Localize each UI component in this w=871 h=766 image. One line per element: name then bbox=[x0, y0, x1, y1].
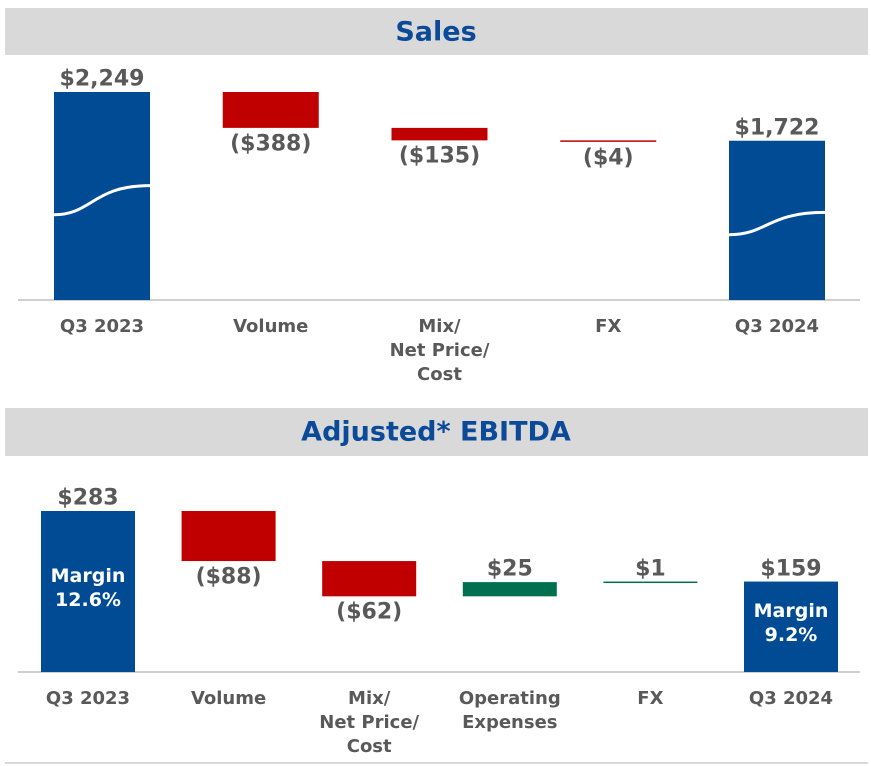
value-label: ($62) bbox=[336, 599, 403, 625]
x-tick-label: Volume bbox=[190, 688, 267, 709]
bar-annotation: Margin 12.6% bbox=[50, 564, 126, 611]
value-label: $2,249 bbox=[59, 66, 145, 92]
value-label: $159 bbox=[760, 556, 822, 582]
chart-title: Sales bbox=[395, 16, 477, 47]
bar-annotation: Margin 9.2% bbox=[753, 599, 829, 646]
value-label: ($388) bbox=[230, 131, 312, 157]
bar bbox=[181, 511, 276, 562]
value-label: ($88) bbox=[195, 564, 262, 590]
x-tick-label: FX bbox=[595, 316, 622, 337]
bar bbox=[41, 511, 135, 672]
value-label: ($4) bbox=[582, 145, 634, 171]
chart-title: Adjusted* EBITDA bbox=[301, 416, 571, 448]
swoosh bbox=[53, 184, 151, 217]
x-tick-label: Q3 2023 bbox=[59, 316, 145, 337]
value-label: ($135) bbox=[398, 143, 481, 169]
x-tick-label: Q3 2024 bbox=[748, 688, 834, 709]
bar bbox=[462, 582, 557, 597]
bar bbox=[603, 581, 698, 584]
value-label: $283 bbox=[57, 485, 119, 511]
value-label: $25 bbox=[486, 556, 533, 582]
bar bbox=[744, 581, 838, 672]
bar bbox=[322, 561, 417, 597]
header-band bbox=[5, 408, 868, 456]
x-tick-label: Operating Expenses bbox=[458, 688, 561, 733]
x-tick-label: FX bbox=[637, 688, 664, 709]
bar bbox=[222, 92, 319, 128]
x-tick-label: Mix/ Net Price/ Cost bbox=[319, 688, 420, 757]
value-label: $1 bbox=[635, 556, 666, 582]
x-tick-label: Q3 2023 bbox=[45, 688, 131, 709]
x-tick-label: Volume bbox=[233, 316, 309, 337]
bar bbox=[391, 127, 488, 141]
swoosh bbox=[728, 210, 826, 237]
value-label: $1,722 bbox=[734, 115, 820, 141]
x-tick-label: Q3 2024 bbox=[734, 316, 820, 337]
x-tick-label: Mix/ Net Price/ Cost bbox=[389, 316, 490, 385]
bar bbox=[560, 140, 657, 142]
header-band bbox=[5, 8, 868, 55]
